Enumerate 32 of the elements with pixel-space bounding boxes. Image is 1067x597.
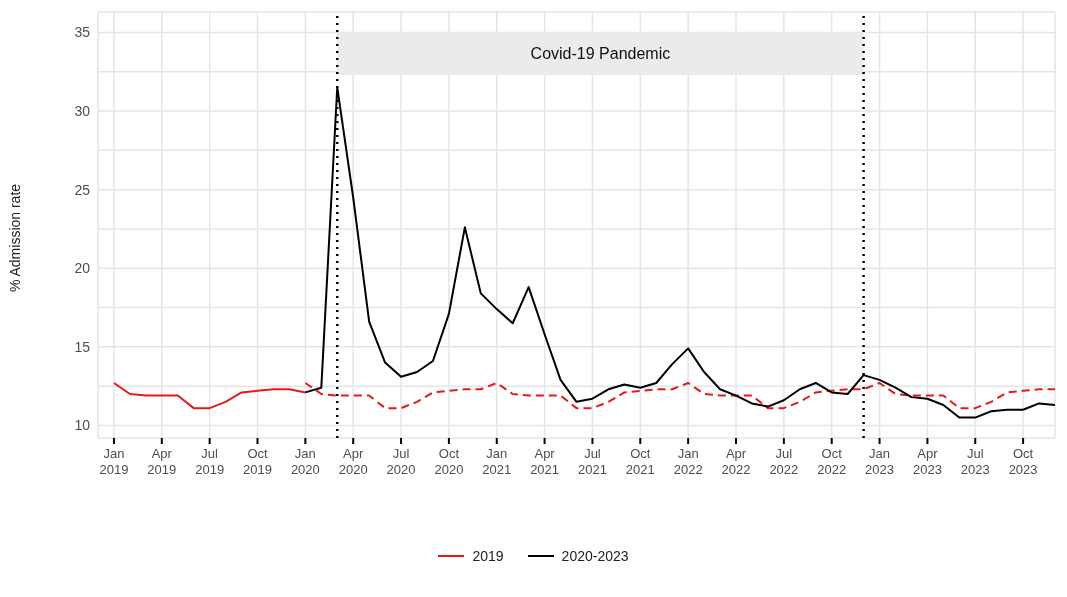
line-series xyxy=(112,381,307,410)
x-tick-label: Jul 2021 xyxy=(577,446,607,477)
x-tick-label: Jan 2023 xyxy=(865,446,895,477)
x-tick-label: Jan 2020 xyxy=(290,446,320,477)
x-tick-label: Oct 2023 xyxy=(1008,446,1038,477)
line-series xyxy=(304,381,1055,410)
legend-label: 2019 xyxy=(472,548,504,564)
x-tick-label: Apr 2020 xyxy=(338,446,368,477)
y-tick-label: 10 xyxy=(74,417,91,434)
x-tick-label: Oct 2022 xyxy=(817,446,847,477)
legend-label: 2020-2023 xyxy=(561,548,629,564)
x-tick-label: Apr 2022 xyxy=(721,446,751,477)
y-tick-label: 20 xyxy=(74,260,91,277)
x-tick-label: Oct 2021 xyxy=(625,446,655,477)
y-tick-label: 35 xyxy=(74,24,91,41)
x-tick-label: Apr 2019 xyxy=(147,446,177,477)
x-tick-label: Apr 2023 xyxy=(912,446,942,477)
y-tick-label: 25 xyxy=(74,181,91,198)
y-tick-label: 30 xyxy=(74,103,91,119)
x-tick-label: Jan 2019 xyxy=(99,446,129,477)
x-tick-label: Jul 2022 xyxy=(769,446,799,477)
x-tick-label: Oct 2020 xyxy=(434,446,464,477)
x-tick-label: Jul 2020 xyxy=(386,446,416,477)
x-tick-label: Oct 2019 xyxy=(243,446,272,477)
x-tick-label: Jul 2019 xyxy=(195,446,225,477)
x-tick-label: Jan 2021 xyxy=(482,446,512,477)
x-tick-label: Jan 2022 xyxy=(673,446,703,477)
y-axis-title: % Admission rate xyxy=(7,183,24,293)
x-tick-label: Jul 2023 xyxy=(960,446,990,477)
band-label: Covid-19 Pandemic xyxy=(530,45,671,63)
y-tick-label: 15 xyxy=(74,338,91,355)
x-tick-label: Apr 2021 xyxy=(530,446,560,477)
